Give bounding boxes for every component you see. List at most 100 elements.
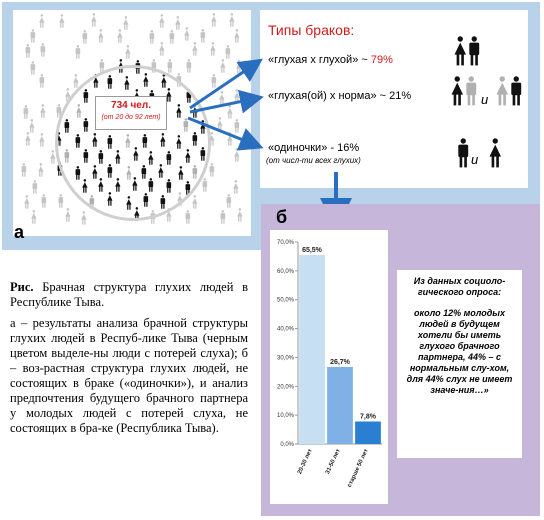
hearing-person-icon xyxy=(64,208,72,227)
hearing-person-icon xyxy=(185,59,193,78)
hearing-person-icon xyxy=(30,210,38,229)
hearing-person-icon xyxy=(199,28,207,48)
deaf-woman-icon xyxy=(449,76,466,111)
caption-lead: Рис. xyxy=(10,280,34,294)
population-age-range: (от 20 до 92 лет) xyxy=(101,114,161,121)
marriage-type-pct: 79% xyxy=(370,54,393,66)
hearing-person-icon xyxy=(38,132,46,152)
category-label: 20-30 лет xyxy=(297,448,314,475)
population-count: 734 чел. xyxy=(111,100,151,111)
deaf-woman-icon xyxy=(487,138,504,173)
bar-value-label: 26,7% xyxy=(330,359,351,366)
bar xyxy=(299,254,325,444)
y-tick-label: 20,0% xyxy=(277,384,295,390)
y-tick-label: 0,0% xyxy=(280,442,294,448)
age-bar-chart: 0,0% 10,0% 20,0% 30,0% 40,0% 50,0% 60,0% 70,0% 6… xyxy=(277,240,382,489)
hearing-person-icon xyxy=(184,210,192,229)
deaf-man-icon xyxy=(455,138,472,173)
hearing-person-icon xyxy=(191,42,199,61)
hearing-person-icon xyxy=(208,163,216,182)
bar-value-label: 7,8% xyxy=(360,413,377,420)
hearing-man-icon xyxy=(463,76,480,111)
figure-caption: Рис. Брачная структура глухих людей в Ре… xyxy=(10,280,248,442)
hearing-person-icon xyxy=(31,180,39,199)
survey-quote: Из данных социоло-гического опроса: окол… xyxy=(402,276,517,406)
hearing-person-icon xyxy=(81,29,89,49)
y-tick-label: 40,0% xyxy=(277,327,295,333)
hearing-person-icon xyxy=(201,177,209,197)
caption-title: Брачная структура глухих людей в Республ… xyxy=(10,280,248,309)
hearing-person-icon xyxy=(122,15,130,35)
hearing-person-icon xyxy=(233,119,241,138)
hearing-person-icon xyxy=(168,30,176,49)
hearing-person-icon xyxy=(40,194,48,213)
hearing-person-icon xyxy=(228,13,236,32)
hearing-person-icon xyxy=(158,42,166,61)
bar-value-label: 65,5% xyxy=(302,247,323,254)
hearing-person-icon xyxy=(97,28,105,48)
hearing-person-icon xyxy=(225,193,233,213)
hearing-person-icon xyxy=(80,210,88,230)
hearing-person-icon xyxy=(90,13,98,32)
hearing-person-icon xyxy=(23,194,31,214)
hearing-person-icon xyxy=(235,60,243,79)
hearing-person-icon xyxy=(74,44,82,64)
y-tick-label: 70,0% xyxy=(277,240,295,246)
survey-quote-box xyxy=(397,270,522,458)
hearing-person-icon xyxy=(191,195,199,214)
y-tick-label: 30,0% xyxy=(277,355,295,361)
hearing-person-icon xyxy=(158,14,166,33)
hearing-person-icon xyxy=(233,148,241,167)
hearing-person-icon xyxy=(37,163,45,182)
panel-b-label: б xyxy=(276,207,288,227)
hearing-person-icon xyxy=(174,16,182,35)
hearing-person-icon xyxy=(183,27,191,46)
hearing-person-icon xyxy=(236,207,244,227)
deaf-man-icon xyxy=(466,36,483,71)
marriage-type-deaf-hearing: «глухая(ой) х норма» ~ 21% xyxy=(268,90,412,102)
hearing-person-icon xyxy=(38,74,46,93)
hearing-person-icon xyxy=(28,119,36,138)
hearing-person-icon xyxy=(210,73,218,93)
marriage-type-deaf-deaf: «глухая х глухой» ~ 79% xyxy=(268,54,393,66)
hearing-person-icon xyxy=(24,43,32,63)
category-label: 31-50 лет xyxy=(325,448,342,475)
hearing-person-icon xyxy=(224,45,232,64)
deaf-man-icon xyxy=(508,76,525,111)
hearing-person-icon xyxy=(29,60,37,80)
category-label: старше 50 лет xyxy=(347,448,370,488)
hearing-person-icon xyxy=(166,59,174,78)
deaf-population-circle xyxy=(55,65,211,221)
population-count-badge: 734 чел. (от 20 до 92 лет) xyxy=(95,96,167,130)
bar xyxy=(355,421,381,444)
single-note: (от числ-ти всех глухих) xyxy=(266,156,361,165)
hearing-person-icon xyxy=(218,90,226,110)
survey-quote-body: около 12% молодых людей в будущем хотели… xyxy=(406,308,513,395)
marriage-types-box xyxy=(260,10,528,188)
panel-a-label: а xyxy=(14,222,25,242)
and-word-2: и xyxy=(471,152,479,167)
marriage-type-label: «глухая х глухой» ~ xyxy=(268,54,371,66)
caption-body: а – результаты анализа брачной структуры… xyxy=(10,316,248,435)
hearing-person-icon xyxy=(20,163,28,182)
hearing-person-icon xyxy=(219,59,227,78)
deaf-woman-icon xyxy=(452,36,469,71)
y-tick-label: 50,0% xyxy=(277,298,295,304)
bar xyxy=(327,366,353,444)
y-tick-label: 60,0% xyxy=(277,269,295,275)
hearing-person-icon xyxy=(216,117,224,136)
hearing-person-icon xyxy=(49,150,57,169)
hearing-person-icon xyxy=(39,42,47,62)
marriage-type-single: «одиночки» - 16% xyxy=(268,142,360,154)
hearing-woman-icon xyxy=(494,76,511,111)
hearing-person-icon xyxy=(39,104,47,123)
hearing-person-icon xyxy=(124,45,132,64)
hearing-person-icon xyxy=(233,29,241,48)
marriage-types-title: Типы браков: xyxy=(268,22,355,38)
hearing-person-icon xyxy=(148,30,156,49)
hearing-person-icon xyxy=(57,193,65,213)
hearing-person-icon xyxy=(72,74,80,93)
and-word-1: и xyxy=(481,92,489,107)
hearing-person-icon xyxy=(209,42,217,61)
hearing-person-icon xyxy=(232,179,240,199)
